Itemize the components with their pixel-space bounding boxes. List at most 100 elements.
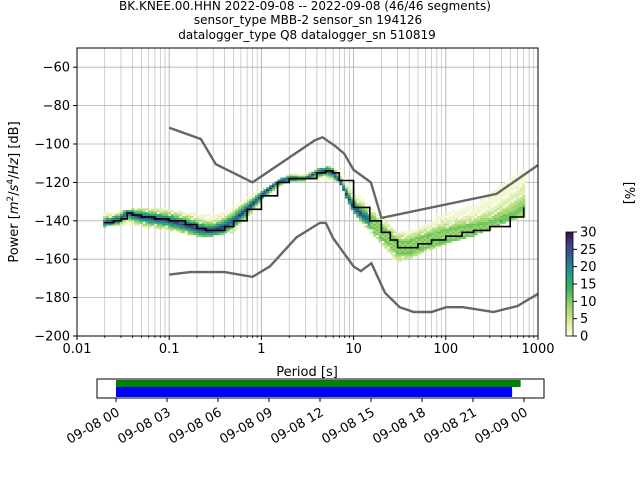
density-cell bbox=[460, 237, 464, 240]
density-cell bbox=[184, 219, 188, 222]
density-cell bbox=[485, 200, 489, 203]
density-cell bbox=[482, 198, 486, 201]
density-cell bbox=[440, 225, 444, 228]
density-cell bbox=[198, 225, 202, 228]
density-cell bbox=[465, 216, 470, 218]
density-cell bbox=[508, 212, 512, 215]
density-cell bbox=[471, 212, 475, 215]
density-cell bbox=[389, 240, 394, 243]
density-cell bbox=[519, 181, 523, 184]
density-cell bbox=[249, 204, 253, 207]
density-cell bbox=[409, 256, 413, 259]
density-cell bbox=[353, 210, 357, 213]
density-cell bbox=[260, 187, 264, 190]
density-cell bbox=[111, 212, 115, 215]
density-cell bbox=[513, 210, 517, 213]
density-cell bbox=[451, 219, 456, 222]
density-cell bbox=[356, 208, 360, 211]
density-cell bbox=[429, 235, 433, 238]
density-cell bbox=[491, 217, 495, 220]
density-cell bbox=[347, 202, 351, 205]
density-cell bbox=[181, 217, 186, 220]
density-cell bbox=[114, 216, 118, 218]
density-cell bbox=[252, 202, 256, 205]
density-cell bbox=[170, 223, 174, 226]
density-cell bbox=[128, 216, 132, 218]
density-cell bbox=[359, 200, 363, 203]
density-cell bbox=[505, 206, 509, 209]
density-cell bbox=[437, 216, 441, 218]
density-cell bbox=[207, 221, 211, 224]
density-cell bbox=[384, 235, 388, 238]
density-cell bbox=[426, 227, 430, 230]
density-cell bbox=[477, 227, 481, 230]
density-cell bbox=[246, 212, 250, 215]
density-cell bbox=[176, 214, 180, 216]
density-cell bbox=[243, 202, 247, 205]
density-cell bbox=[465, 233, 470, 236]
density-cell bbox=[423, 227, 427, 230]
density-cell bbox=[229, 221, 233, 224]
density-cell bbox=[404, 242, 408, 245]
density-cell bbox=[238, 206, 242, 209]
density-cell bbox=[263, 192, 267, 195]
density-cell bbox=[519, 173, 523, 176]
density-cell bbox=[463, 235, 467, 238]
density-cell bbox=[474, 214, 478, 216]
density-cell bbox=[257, 198, 262, 201]
density-cell bbox=[409, 252, 413, 255]
density-cell bbox=[451, 237, 456, 240]
density-cell bbox=[510, 189, 515, 192]
density-cell bbox=[280, 183, 284, 186]
density-cell bbox=[496, 196, 501, 199]
density-cell bbox=[454, 231, 458, 234]
density-cell bbox=[170, 214, 174, 216]
density-cell bbox=[361, 210, 366, 213]
density-cell bbox=[142, 219, 146, 222]
density-cell bbox=[218, 223, 222, 226]
density-cell bbox=[145, 217, 149, 220]
density-cell bbox=[142, 210, 146, 213]
density-cell bbox=[122, 216, 127, 218]
density-cell bbox=[457, 239, 461, 241]
density-cell bbox=[356, 202, 360, 205]
density-cell bbox=[375, 223, 380, 226]
density-cell bbox=[299, 175, 304, 178]
density-cell bbox=[179, 229, 183, 232]
density-cell bbox=[373, 216, 377, 218]
density-cell bbox=[210, 223, 214, 226]
timeline-bar-data bbox=[116, 387, 513, 397]
density-cell bbox=[266, 191, 270, 193]
density-cell bbox=[434, 219, 439, 222]
density-cell bbox=[460, 208, 464, 211]
density-cell bbox=[201, 217, 205, 220]
density-cell bbox=[443, 216, 447, 218]
density-cell bbox=[305, 175, 309, 178]
density-cell bbox=[429, 244, 433, 247]
density-cell bbox=[156, 225, 160, 228]
density-cell bbox=[446, 239, 450, 241]
density-cell bbox=[423, 246, 427, 249]
density-cell bbox=[330, 168, 335, 170]
density-cell bbox=[384, 239, 388, 241]
density-cell bbox=[516, 173, 520, 176]
density-cell bbox=[218, 233, 222, 236]
density-cell bbox=[198, 229, 202, 232]
density-cell bbox=[266, 192, 270, 195]
density-cell bbox=[356, 198, 360, 201]
density-cell bbox=[128, 219, 132, 222]
density-cell bbox=[184, 216, 188, 218]
density-cell bbox=[215, 214, 219, 216]
density-cell bbox=[384, 227, 388, 230]
density-cell bbox=[181, 221, 186, 224]
density-cell bbox=[420, 250, 425, 253]
density-cell bbox=[311, 171, 315, 174]
density-cell bbox=[491, 202, 495, 205]
density-cell bbox=[210, 225, 214, 228]
density-cell bbox=[502, 192, 506, 195]
density-cell bbox=[328, 166, 332, 168]
density-cell bbox=[232, 217, 236, 220]
density-cell bbox=[139, 219, 143, 222]
density-cell bbox=[446, 227, 450, 230]
density-cell bbox=[468, 221, 472, 224]
